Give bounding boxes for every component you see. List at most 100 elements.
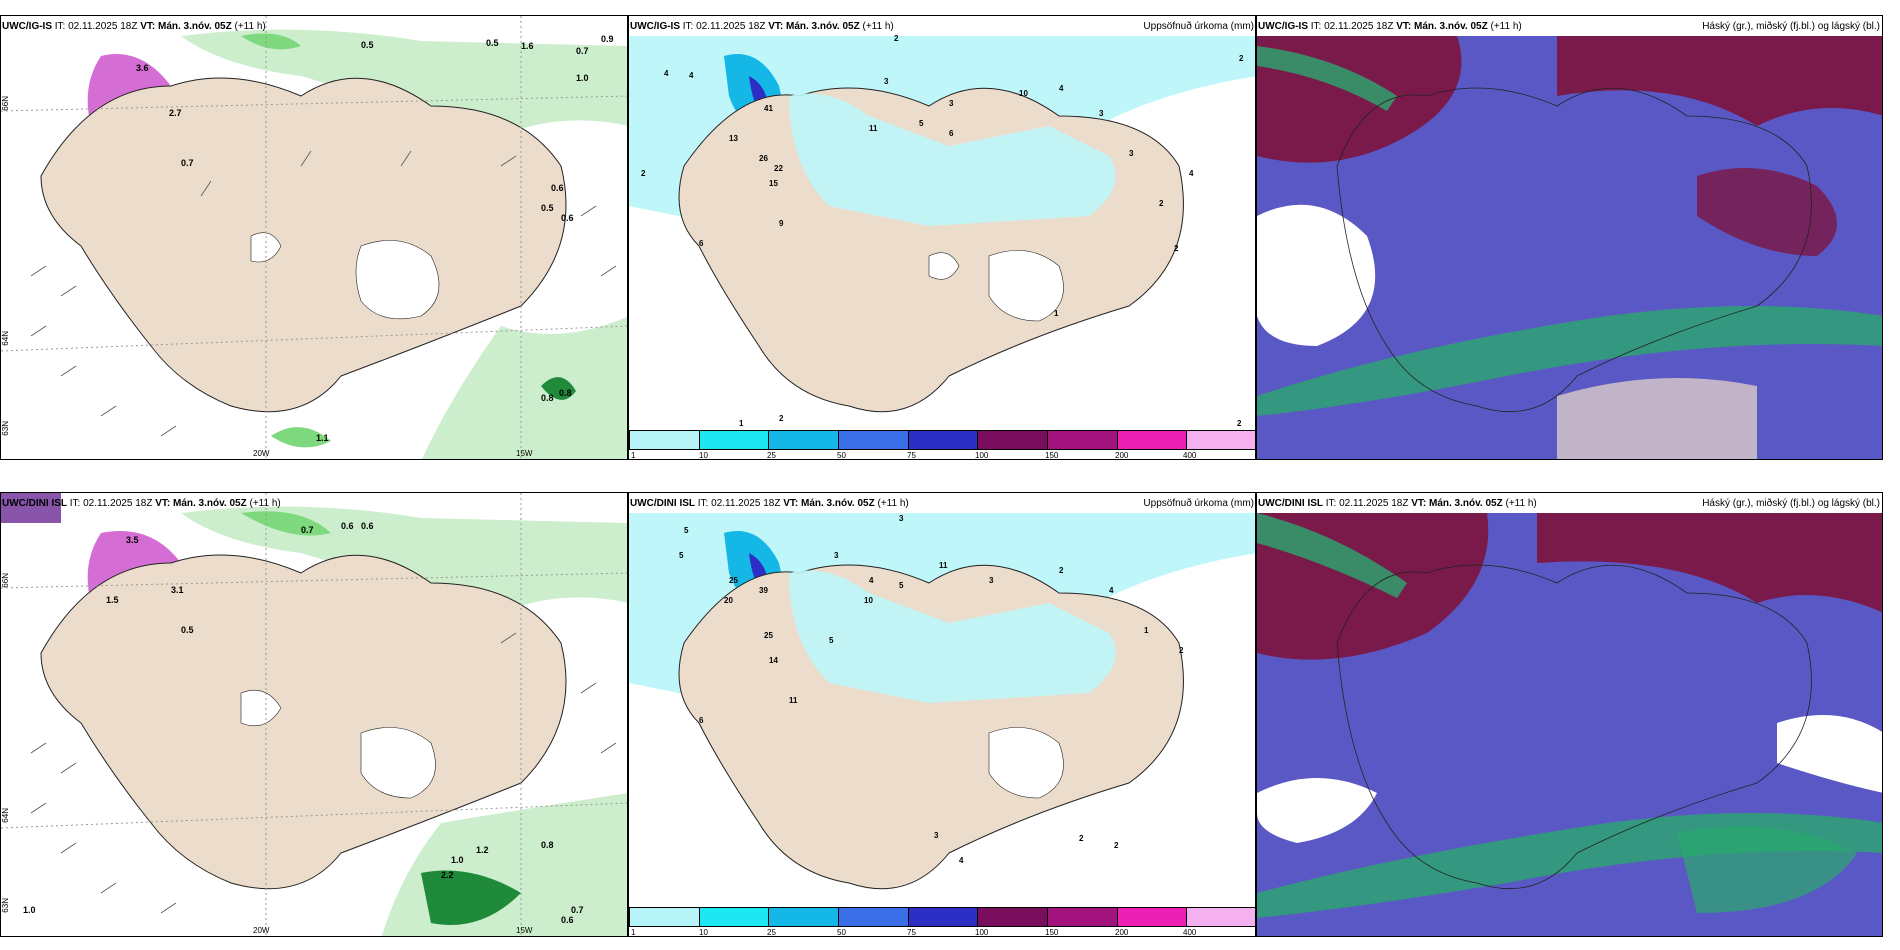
legend-swatch bbox=[630, 908, 700, 926]
legend-label: 50 bbox=[837, 928, 846, 937]
wind-value: 0.7 bbox=[181, 158, 194, 168]
precip-value: 2 bbox=[1239, 54, 1244, 63]
legend-label: 25 bbox=[767, 928, 776, 937]
wind-value: 0.5 bbox=[486, 38, 499, 48]
precip-value: 39 bbox=[759, 586, 768, 595]
precip-map-panel-row1: 2 4 4 3 2 2 3 11 5 6 10 4 3 3 2 4 13 41 … bbox=[628, 15, 1256, 460]
precip-value: 2 bbox=[779, 414, 784, 423]
wind-map-panel-row2: 0.7 0.6 0.6 3.5 1.5 3.1 0.5 1.2 2.2 1.0 … bbox=[0, 492, 628, 937]
legend-swatch bbox=[1048, 431, 1118, 449]
precip-value: 11 bbox=[869, 124, 878, 133]
legend-swatch bbox=[1117, 431, 1188, 449]
legend-swatch bbox=[769, 908, 840, 926]
lon-label: 15W bbox=[516, 449, 533, 458]
precip-value: 2 bbox=[1174, 244, 1179, 253]
cloud-title-row1: Háský (gr.), miðský (fj.bl.) og lágský (… bbox=[1702, 21, 1880, 32]
legend-swatch bbox=[699, 908, 770, 926]
precip-value: 22 bbox=[774, 164, 783, 173]
legend-swatch bbox=[1187, 431, 1255, 449]
precip-value: 2 bbox=[1059, 566, 1064, 575]
wind-value: 0.8 bbox=[541, 840, 554, 850]
legend-label: 1 bbox=[631, 451, 636, 460]
precip-value: 5 bbox=[684, 526, 689, 535]
cloud-map-row2 bbox=[1257, 493, 1882, 936]
legend-label: 75 bbox=[907, 451, 916, 460]
wind-value: 0.6 bbox=[361, 521, 374, 531]
legend-swatch bbox=[630, 431, 700, 449]
precip-value: 4 bbox=[1109, 586, 1114, 595]
precip-value: 10 bbox=[864, 596, 873, 605]
precip-value: 3 bbox=[934, 831, 939, 840]
legend-label: 150 bbox=[1045, 451, 1059, 460]
precip-value: 1 bbox=[1144, 626, 1149, 635]
precip-map-panel-row2: 3 5 5 3 4 10 5 11 25 20 39 25 14 5 11 6 … bbox=[628, 492, 1256, 937]
wind-value: 1.5 bbox=[106, 595, 119, 605]
wind-value: 3.1 bbox=[171, 585, 184, 595]
cloud-panel-header-row1: UWC/IG-IS IT: 02.11.2025 18Z VT: Mán. 3.… bbox=[1258, 21, 1522, 32]
legend-label: 150 bbox=[1045, 928, 1059, 937]
precip-panel-header-row2: UWC/DINI ISL IT: 02.11.2025 18Z VT: Mán.… bbox=[630, 498, 909, 509]
precip-map-row2: 3 5 5 3 4 10 5 11 25 20 39 25 14 5 11 6 … bbox=[629, 493, 1255, 936]
wind-value: 1.0 bbox=[451, 855, 464, 865]
wind-value: 0.6 bbox=[561, 915, 574, 925]
precip-value: 26 bbox=[759, 154, 768, 163]
legend-swatch bbox=[1187, 908, 1255, 926]
precip-value: 3 bbox=[989, 576, 994, 585]
precip-value: 2 bbox=[1237, 419, 1242, 428]
precip-value: 2 bbox=[1159, 199, 1164, 208]
lat-label: 66N bbox=[1, 573, 10, 588]
lat-label: 64N bbox=[1, 808, 10, 823]
wind-value: 0.7 bbox=[301, 525, 314, 535]
wind-map-panel-row1: 0.5 0.5 1.6 0.7 0.9 1.0 3.6 2.7 0.6 0.5 … bbox=[0, 15, 628, 460]
precip-value: 6 bbox=[949, 129, 954, 138]
wind-value: 0.5 bbox=[181, 625, 194, 635]
lon-label: 20W bbox=[253, 926, 270, 935]
legend-swatch bbox=[908, 431, 979, 449]
legend-swatch bbox=[1117, 908, 1188, 926]
wind-value: 1.0 bbox=[576, 73, 589, 83]
precip-panel-header-row1: UWC/IG-IS IT: 02.11.2025 18Z VT: Mán. 3.… bbox=[630, 21, 894, 32]
wind-value: 1.6 bbox=[521, 41, 534, 51]
precip-value: 10 bbox=[1019, 89, 1028, 98]
wind-value: 2.2 bbox=[441, 870, 454, 880]
legend-swatch bbox=[699, 431, 770, 449]
precip-value: 13 bbox=[729, 134, 738, 143]
precip-legend-bar-row2 bbox=[629, 907, 1255, 927]
precip-value: 3 bbox=[1129, 149, 1134, 158]
wind-value: 0.9 bbox=[601, 34, 614, 44]
precip-value: 15 bbox=[769, 179, 778, 188]
precip-value: 20 bbox=[724, 596, 733, 605]
precip-value: 3 bbox=[949, 99, 954, 108]
cloud-panel-header-row2: UWC/DINI ISL IT: 02.11.2025 18Z VT: Mán.… bbox=[1258, 498, 1537, 509]
legend-swatch bbox=[1048, 908, 1118, 926]
precip-value: 3 bbox=[834, 551, 839, 560]
legend-label: 200 bbox=[1115, 928, 1129, 937]
wind-value: 0.7 bbox=[576, 46, 589, 56]
precip-value: 41 bbox=[764, 104, 773, 113]
lat-label: 64N bbox=[1, 331, 10, 346]
wind-value: 3.5 bbox=[126, 535, 139, 545]
legend-swatch bbox=[908, 908, 979, 926]
legend-label: 10 bbox=[699, 928, 708, 937]
wind-value: 1.2 bbox=[476, 845, 489, 855]
precip-value: 14 bbox=[769, 656, 778, 665]
wind-value: 3.6 bbox=[136, 63, 149, 73]
precip-value: 4 bbox=[1189, 169, 1194, 178]
precip-value: 9 bbox=[779, 219, 784, 228]
precip-value: 6 bbox=[699, 716, 704, 725]
wind-value: 0.6 bbox=[561, 213, 574, 223]
precip-value: 2 bbox=[1114, 841, 1119, 850]
wind-map-row1: 0.5 0.5 1.6 0.7 0.9 1.0 3.6 2.7 0.6 0.5 … bbox=[1, 16, 627, 459]
precip-value: 5 bbox=[679, 551, 684, 560]
precip-value: 4 bbox=[869, 576, 874, 585]
legend-label: 400 bbox=[1183, 928, 1197, 937]
precip-value: 25 bbox=[764, 631, 773, 640]
legend-label: 50 bbox=[837, 451, 846, 460]
precip-title-row2: Uppsöfnuð úrkoma (mm) bbox=[1143, 498, 1254, 509]
precip-value: 4 bbox=[664, 69, 669, 78]
lon-label: 15W bbox=[516, 926, 533, 935]
wind-value: 0.6 bbox=[341, 521, 354, 531]
wind-value: 1.0 bbox=[23, 905, 36, 915]
legend-label: 25 bbox=[767, 451, 776, 460]
precip-value: 3 bbox=[899, 514, 904, 523]
